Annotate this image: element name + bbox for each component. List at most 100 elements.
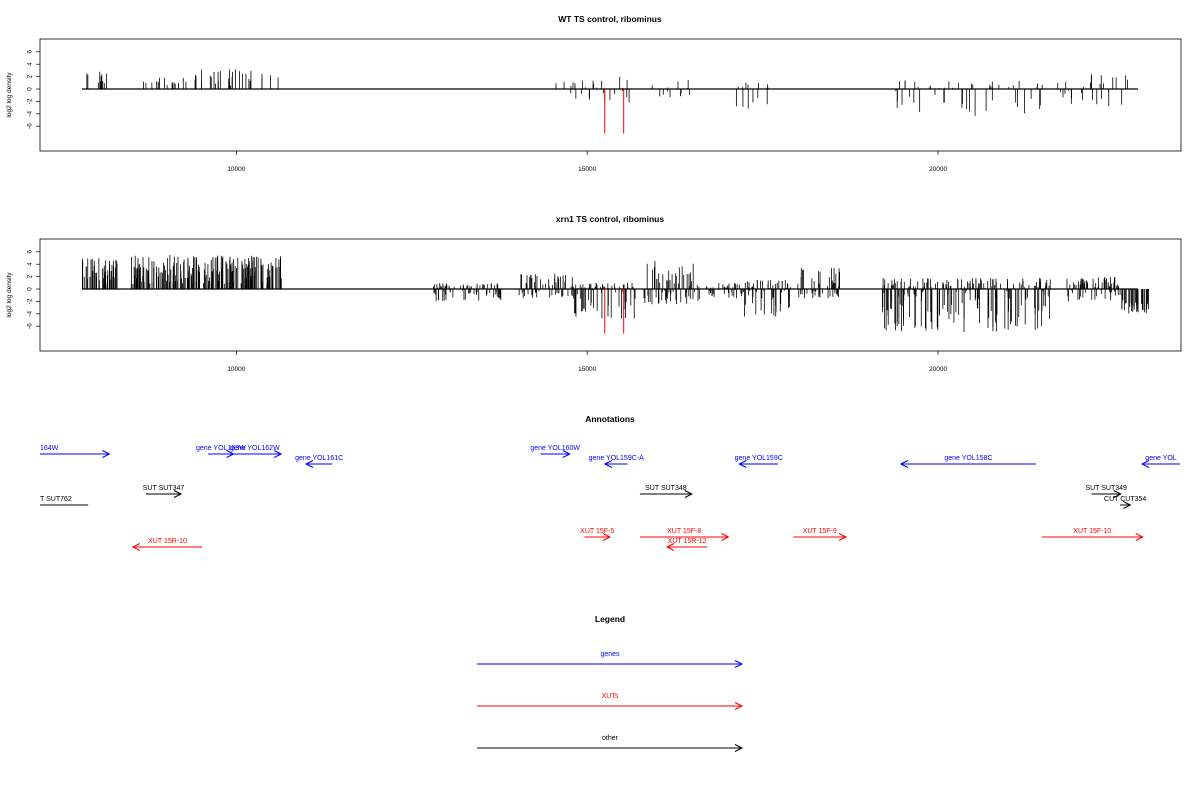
annotation-feature[interactable]: gene YOL161C bbox=[295, 455, 343, 468]
legend-items: genes XUTs other bbox=[477, 651, 744, 752]
feature-arrow bbox=[228, 450, 283, 458]
legend-item-XUT: XUTs bbox=[477, 693, 744, 710]
legend-title: Legend bbox=[595, 614, 625, 624]
annotation-feature[interactable]: CUT CUT354 bbox=[1104, 496, 1146, 509]
annotation-feature[interactable]: gene YOL159C bbox=[735, 455, 783, 468]
feature-arrow bbox=[793, 533, 848, 541]
annotation-feature[interactable]: gene YOL160W bbox=[530, 445, 580, 458]
feature-arrow bbox=[1120, 501, 1132, 509]
y-tick-label: 4 bbox=[27, 62, 34, 66]
feature-label: T SUT762 bbox=[40, 496, 72, 503]
x-tick-label: 10000 bbox=[227, 166, 245, 173]
feature-arrow bbox=[639, 490, 693, 498]
feature-label: gene YOL159C bbox=[735, 455, 783, 462]
annotation-feature[interactable]: XUT 15F-9 bbox=[793, 528, 848, 541]
x-tick-label: 10000 bbox=[227, 366, 245, 373]
annotation-feature[interactable]: 164W bbox=[40, 445, 111, 458]
feature-arrow bbox=[40, 450, 111, 458]
annotation-feature[interactable]: T SUT762 bbox=[40, 496, 89, 506]
feature-arrow bbox=[1091, 490, 1122, 498]
annotation-feature[interactable]: XUT 15R-12 bbox=[665, 538, 708, 551]
feature-label: XUT 15F-5 bbox=[580, 528, 614, 535]
density-bars bbox=[82, 255, 1149, 333]
y-tick-label: -2 bbox=[27, 98, 34, 104]
feature-arrow bbox=[540, 450, 571, 458]
density-bars bbox=[82, 69, 1138, 116]
legend-arrow bbox=[477, 744, 744, 752]
y-tick-label: 4 bbox=[27, 262, 34, 266]
feature-arrow bbox=[603, 460, 628, 468]
feature-arrow bbox=[584, 533, 612, 541]
y-tick-label: -2 bbox=[27, 298, 34, 304]
y-tick-label: 6 bbox=[27, 250, 34, 254]
y-axis-label: log2 log density bbox=[6, 272, 13, 318]
feature-label: gene YOL159C-A bbox=[589, 455, 644, 462]
x-axis: 10000 15000 20000 bbox=[227, 351, 947, 373]
feature-label: gene YOL161C bbox=[295, 455, 343, 462]
panel-title: xrn1 TS control, ribominus bbox=[556, 214, 664, 224]
annotation-feature[interactable]: SUT SUT349 bbox=[1085, 485, 1127, 498]
feature-label: gene YOL160W bbox=[530, 445, 580, 452]
feature-arrow bbox=[899, 460, 1037, 468]
annotation-feature[interactable]: gene YOL158C bbox=[899, 455, 1037, 468]
x-tick-label: 20000 bbox=[929, 366, 947, 373]
annotation-feature[interactable]: gene YOL159C-A bbox=[589, 455, 644, 468]
feature-label: 164W bbox=[40, 445, 59, 452]
y-tick-label: -4 bbox=[27, 111, 34, 117]
feature-label: XUT 15R-12 bbox=[668, 538, 707, 545]
legend-section: Legend genes XUTs other bbox=[477, 614, 744, 752]
feature-label: gene YOL162W bbox=[230, 445, 280, 452]
annotation-feature[interactable]: gene YOL bbox=[1140, 455, 1180, 468]
feature-arrow bbox=[1041, 533, 1144, 541]
plot-frame bbox=[39, 238, 1182, 352]
highlighted-bars bbox=[604, 89, 625, 134]
annotation-feature[interactable]: SUT SUT348 bbox=[639, 485, 693, 498]
x-tick-label: 20000 bbox=[929, 166, 947, 173]
annotations-title: Annotations bbox=[585, 414, 635, 424]
feature-label: XUT 15F-10 bbox=[1073, 528, 1111, 535]
x-tick-label: 15000 bbox=[578, 366, 596, 373]
feature-label: gene YOL bbox=[1145, 455, 1177, 462]
annotation-feature[interactable]: XUT 15F-5 bbox=[580, 528, 614, 541]
y-tick-label: -4 bbox=[27, 311, 34, 317]
annotation-feature[interactable]: SUT SUT347 bbox=[143, 485, 185, 498]
x-axis: 10000 15000 20000 bbox=[227, 151, 947, 173]
feature-label: gene YOL158C bbox=[944, 455, 992, 462]
legend-arrow bbox=[477, 660, 744, 668]
feature-label: XUT 15F-9 bbox=[803, 528, 837, 535]
feature-arrow bbox=[738, 460, 779, 468]
feature-arrow bbox=[304, 460, 333, 468]
feature-arrow bbox=[131, 543, 203, 551]
legend-label: XUTs bbox=[602, 693, 619, 700]
feature-label: SUT SUT349 bbox=[1085, 485, 1127, 492]
y-axis: 6 4 2 0 -2 -4 -6 bbox=[27, 250, 40, 329]
feature-label: XUT 15R-10 bbox=[148, 538, 187, 545]
y-tick-label: 2 bbox=[27, 74, 34, 78]
y-axis: 6 4 2 0 -2 -4 -6 bbox=[27, 50, 40, 129]
feature-label: SUT SUT348 bbox=[645, 485, 687, 492]
feature-label: gene YOL163W bbox=[196, 445, 246, 452]
legend-arrow bbox=[477, 702, 744, 710]
feature-label: SUT SUT347 bbox=[143, 485, 185, 492]
annotation-feature[interactable]: XUT 15R-10 bbox=[131, 538, 203, 551]
annotation-feature[interactable]: XUT 15F-8 bbox=[639, 528, 730, 541]
annotation-feature[interactable]: gene YOL162W bbox=[228, 445, 283, 458]
legend-label: genes bbox=[600, 651, 620, 658]
legend-item-other: other bbox=[477, 735, 744, 752]
y-axis-label: log2 log density bbox=[6, 72, 13, 118]
y-tick-label: -6 bbox=[27, 323, 34, 329]
y-tick-label: 2 bbox=[27, 274, 34, 278]
legend-item-gene: genes bbox=[477, 651, 744, 668]
feature-label: XUT 15F-8 bbox=[667, 528, 701, 535]
y-tick-label: 0 bbox=[27, 87, 34, 91]
plot-frame bbox=[39, 38, 1182, 152]
y-tick-label: -6 bbox=[27, 123, 34, 129]
annotation-feature[interactable]: XUT 15F-10 bbox=[1041, 528, 1144, 541]
feature-arrow bbox=[639, 533, 730, 541]
panel-title: WT TS control, ribominus bbox=[558, 14, 662, 24]
feature-label: CUT CUT354 bbox=[1104, 496, 1146, 503]
x-tick-label: 15000 bbox=[578, 166, 596, 173]
